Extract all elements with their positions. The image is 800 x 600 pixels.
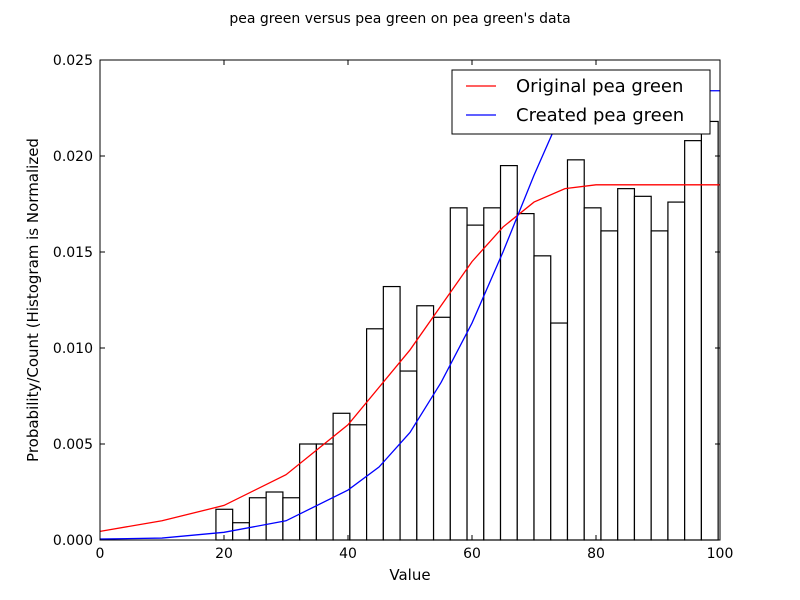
histogram-bar <box>650 230 669 541</box>
x-axis-label: Value <box>389 566 430 584</box>
histogram-bar <box>449 207 468 541</box>
x-axis: 0 20 40 60 80 100 <box>96 60 734 562</box>
histogram-bar <box>366 328 384 541</box>
x-tick-label: 100 <box>707 546 734 562</box>
histogram-bar <box>399 370 418 541</box>
histogram-bar <box>432 316 451 541</box>
y-tick-label: 0.025 <box>53 53 93 69</box>
legend: Original pea green Created pea green <box>451 69 711 135</box>
chart-title: pea green versus pea green on pea green'… <box>229 11 570 27</box>
histogram-bar <box>667 201 686 541</box>
histogram-bar <box>416 305 435 541</box>
histogram-bar <box>248 497 267 541</box>
histogram-bar <box>550 322 569 541</box>
x-tick-label: 0 <box>96 546 105 562</box>
x-tick-label: 20 <box>215 546 233 562</box>
y-tick-label: 0.010 <box>53 341 93 357</box>
histogram-bar <box>299 443 317 541</box>
y-tick-label: 0.005 <box>53 437 93 453</box>
histogram-bar <box>617 188 636 541</box>
histogram-bar <box>265 491 284 541</box>
plot-frame <box>99 59 721 541</box>
y-axis: 0.000 0.005 0.010 0.015 0.020 0.025 <box>53 53 720 549</box>
x-tick-label: 60 <box>463 546 481 562</box>
histogram-bar <box>232 522 251 541</box>
histogram-bar <box>583 207 602 541</box>
series-line-original <box>100 184 720 533</box>
histogram-bar <box>382 285 401 541</box>
histogram-bar <box>566 159 585 541</box>
histogram-bar <box>483 207 502 541</box>
histogram-bar <box>332 412 351 541</box>
legend-box <box>451 69 711 135</box>
histogram-bars <box>215 120 719 541</box>
x-tick-label: 80 <box>587 546 605 562</box>
histogram-bar <box>600 230 619 541</box>
x-tick-label: 40 <box>339 546 357 562</box>
y-tick-label: 0.020 <box>53 149 93 165</box>
histogram-bar <box>633 195 652 541</box>
histogram-bar <box>533 255 552 541</box>
legend-label-created: Created pea green <box>516 105 684 126</box>
histogram-bar <box>516 213 535 541</box>
y-axis-label: Probability/Count (Histogram is Normaliz… <box>24 138 42 462</box>
y-tick-label: 0.000 <box>53 533 93 549</box>
legend-label-original: Original pea green <box>516 76 683 97</box>
histogram-bar <box>684 140 702 541</box>
histogram-bar <box>466 224 485 541</box>
y-tick-label: 0.015 <box>53 245 93 261</box>
histogram-bar <box>315 443 334 541</box>
